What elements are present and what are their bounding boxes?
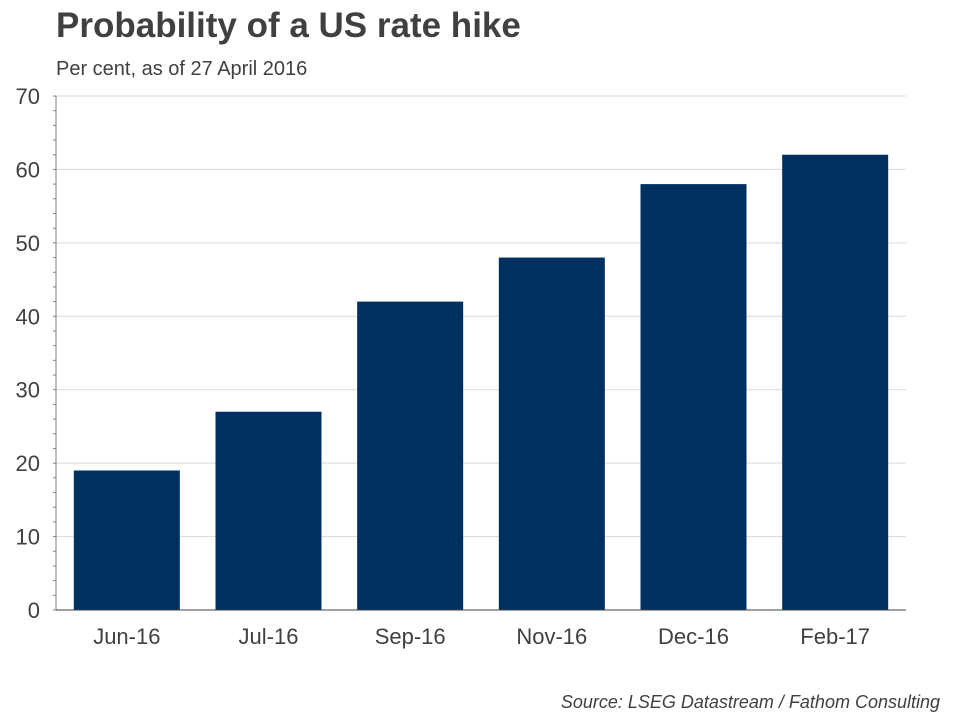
x-tick-label: Jun-16 [93,624,160,649]
bar [498,257,605,610]
y-tick-label: 30 [16,378,40,403]
bar [640,184,747,610]
chart-title: Probability of a US rate hike [56,6,521,45]
x-tick-label: Jul-16 [239,624,299,649]
x-tick-label: Feb-17 [800,624,870,649]
gridlines [56,95,906,538]
y-tick-label: 40 [16,304,40,329]
x-tick-label: Nov-16 [516,624,587,649]
y-tick-labels: 0 10 20 30 40 50 60 70 [16,84,40,623]
y-tick-label: 70 [16,84,40,109]
bars [73,154,889,610]
source-note: Source: LSEG Datastream / Fathom Consult… [560,692,940,712]
bar [73,470,180,610]
bar [215,411,322,610]
bar [782,154,889,610]
chart-subtitle: Per cent, as of 27 April 2016 [56,58,308,80]
y-tick-label: 10 [16,525,40,550]
bar [357,301,464,610]
y-tick-label: 60 [16,157,40,182]
y-tick-label: 50 [16,231,40,256]
axes [53,95,906,611]
x-tick-label: Dec-16 [658,624,729,649]
y-tick-label: 20 [16,451,40,476]
x-tick-labels: Jun-16 Jul-16 Sep-16 Nov-16 Dec-16 Feb-17 [93,624,870,649]
y-tick-label: 0 [28,598,40,623]
x-tick-label: Sep-16 [375,624,446,649]
